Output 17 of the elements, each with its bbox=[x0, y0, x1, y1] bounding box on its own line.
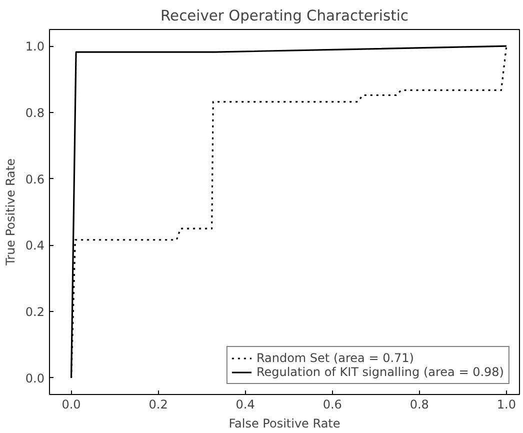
y-tick-label: 0.6 bbox=[25, 172, 45, 186]
x-tick-label: 0.2 bbox=[148, 398, 168, 412]
x-tick-label: 0.8 bbox=[410, 398, 429, 412]
y-tick-label: 0.8 bbox=[25, 106, 45, 120]
y-axis-title: True Positive Rate bbox=[3, 158, 18, 266]
x-tick-label: 0.6 bbox=[322, 398, 342, 412]
x-tick-label: 0.0 bbox=[62, 398, 81, 412]
chart-title: Receiver Operating Characteristic bbox=[160, 8, 408, 24]
x-tick-label: 0.4 bbox=[236, 398, 255, 412]
y-tick-label: 0.0 bbox=[25, 371, 45, 386]
x-axis-title: False Positive Rate bbox=[228, 416, 340, 430]
legend-label: Regulation of KIT signalling (area = 0.98) bbox=[256, 365, 504, 379]
legend-label: Random Set (area = 0.71) bbox=[256, 351, 414, 365]
y-tick-label: 0.2 bbox=[25, 305, 45, 320]
y-tick-label: 1.0 bbox=[25, 40, 45, 54]
x-tick-label: 1.0 bbox=[496, 398, 516, 412]
y-tick-label: 0.4 bbox=[25, 238, 45, 253]
